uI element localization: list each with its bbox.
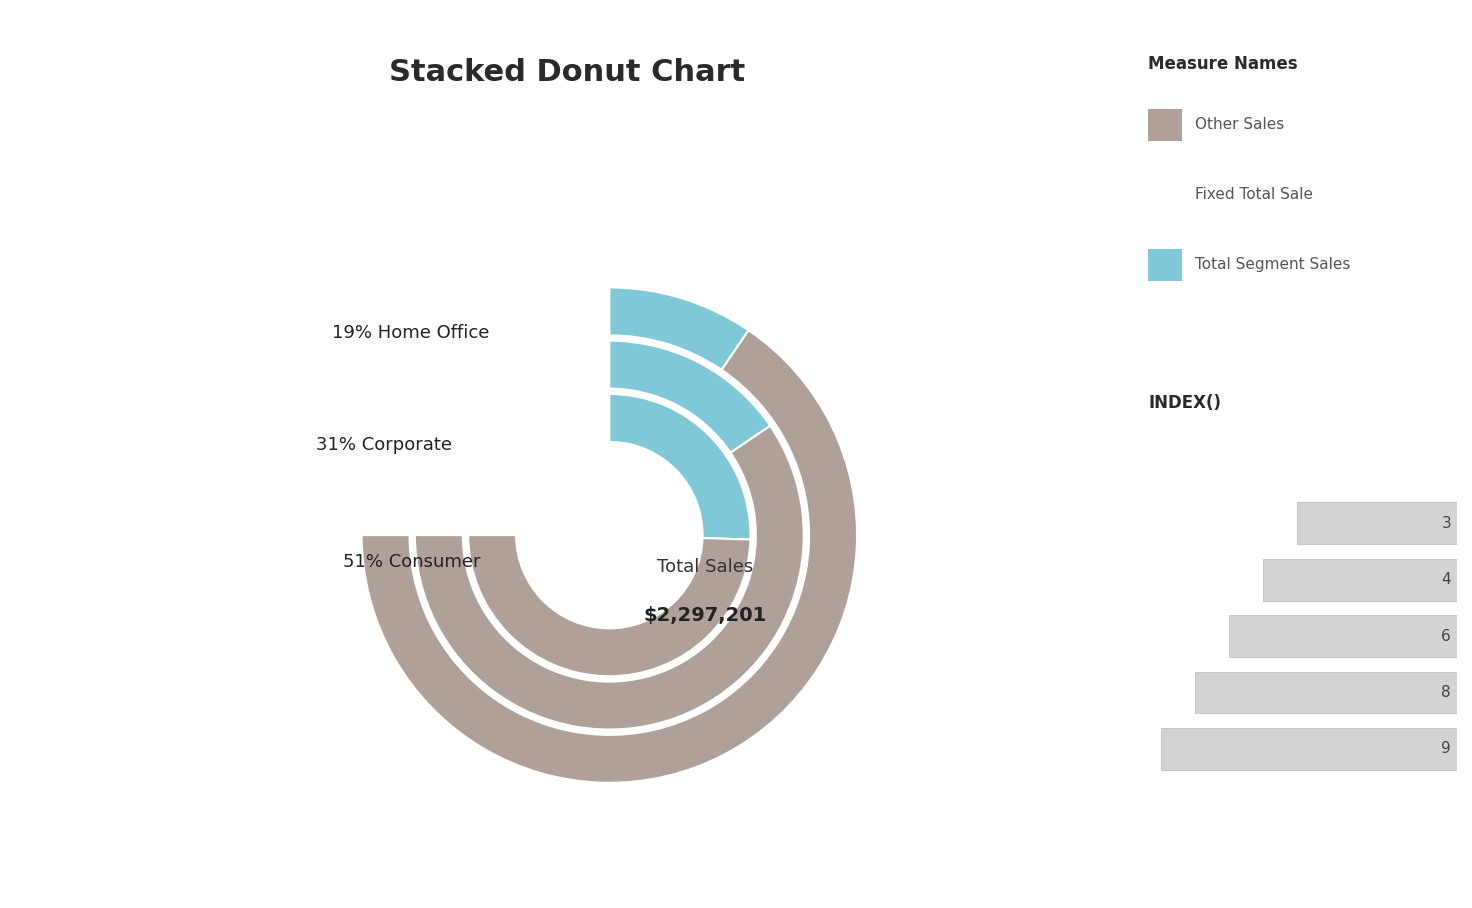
Text: 4: 4 xyxy=(1441,572,1451,587)
Text: INDEX(): INDEX() xyxy=(1148,394,1222,412)
Text: 3: 3 xyxy=(1441,516,1451,531)
Bar xyxy=(1229,616,1457,657)
Text: Measure Names: Measure Names xyxy=(1148,54,1298,73)
Bar xyxy=(1148,109,1182,141)
Text: 6: 6 xyxy=(1441,628,1451,644)
Bar xyxy=(1148,249,1182,281)
Text: 31% Corporate: 31% Corporate xyxy=(316,436,452,454)
Wedge shape xyxy=(609,288,749,370)
Text: 8: 8 xyxy=(1441,685,1451,700)
Wedge shape xyxy=(468,535,751,676)
Text: Other Sales: Other Sales xyxy=(1195,117,1284,133)
Text: Stacked Donut Chart: Stacked Donut Chart xyxy=(389,58,745,87)
Text: 51% Consumer: 51% Consumer xyxy=(343,553,480,571)
Text: 19% Home Office: 19% Home Office xyxy=(333,323,490,341)
Text: 9: 9 xyxy=(1441,742,1451,756)
Bar xyxy=(1297,502,1457,544)
Wedge shape xyxy=(362,331,857,783)
Bar xyxy=(1263,558,1457,601)
Text: $2,297,201: $2,297,201 xyxy=(643,606,767,625)
Bar xyxy=(1160,728,1457,770)
Wedge shape xyxy=(609,394,751,539)
Wedge shape xyxy=(609,340,770,453)
Text: Total Segment Sales: Total Segment Sales xyxy=(1195,257,1350,272)
Wedge shape xyxy=(415,426,804,729)
Text: Total Sales: Total Sales xyxy=(657,558,754,576)
Bar xyxy=(1195,672,1457,714)
Text: Fixed Total Sale: Fixed Total Sale xyxy=(1195,187,1313,202)
